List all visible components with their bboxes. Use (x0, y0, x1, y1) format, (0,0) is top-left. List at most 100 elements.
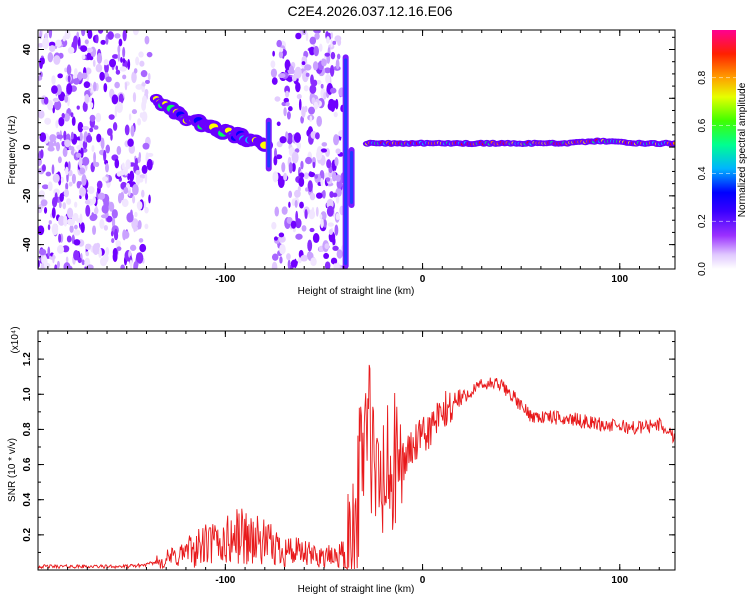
noise-blob (286, 216, 293, 225)
noise-blob (270, 60, 276, 68)
noise-blob (57, 73, 63, 79)
noise-blob (122, 74, 127, 80)
noise-blob (77, 71, 83, 81)
noise-blob (135, 169, 141, 176)
noise-blob (133, 68, 138, 74)
noise-blob (58, 233, 62, 243)
noise-blob (295, 233, 303, 240)
noise-blob (48, 41, 56, 47)
noise-blob (86, 47, 94, 53)
noise-blob (116, 101, 123, 114)
colorbar-ticks: 0.0 0.2 0.4 0.6 0.8 (697, 70, 736, 276)
noise-blob (333, 134, 340, 146)
noise-blob (105, 163, 109, 173)
noise-blob (75, 152, 82, 158)
noise-blob (319, 213, 323, 220)
noise-blob (71, 173, 76, 184)
y-tick-label: 40 (22, 44, 33, 56)
noise-blob (123, 166, 128, 176)
noise-blob (83, 81, 91, 89)
noise-blob (315, 206, 319, 217)
noise-blob (294, 199, 298, 208)
spike-core (350, 151, 354, 205)
noise-blob (134, 211, 138, 218)
noise-blob (298, 98, 302, 111)
noise-blob (299, 201, 304, 209)
noise-blob (67, 75, 71, 83)
noise-blob (276, 121, 281, 127)
noise-blob (66, 198, 72, 205)
noise-blob (298, 177, 305, 187)
noise-blob (281, 101, 287, 107)
noise-blob (89, 127, 94, 133)
noise-blob (286, 111, 291, 120)
noise-blob (333, 111, 338, 118)
noise-blob (107, 31, 114, 40)
noise-blob (332, 245, 339, 251)
noise-blob (301, 225, 307, 232)
noise-blob (325, 177, 331, 182)
noise-blob (330, 51, 336, 60)
noise-blob (127, 138, 134, 147)
noise-blob (294, 258, 297, 269)
noise-blob (309, 36, 317, 45)
noise-blob (52, 253, 55, 264)
noise-blob (112, 251, 118, 263)
noise-blob (47, 52, 54, 63)
noise-blob (128, 113, 132, 121)
noise-blob (288, 106, 293, 112)
noise-blob (116, 145, 122, 155)
noise-blob (321, 58, 327, 67)
noise-blob (331, 171, 337, 182)
noise-blob (304, 208, 308, 220)
noise-blob (96, 133, 102, 143)
spike-core (344, 58, 348, 265)
noise-blob (304, 64, 312, 71)
noise-blob (38, 76, 43, 81)
noise-blob (115, 69, 121, 75)
noise-blob (118, 38, 123, 47)
noise-blob (312, 61, 319, 71)
noise-blob (87, 186, 95, 195)
noise-blob (66, 207, 74, 219)
noise-blob (308, 171, 316, 178)
noise-blob (103, 150, 107, 162)
noise-blob (62, 147, 68, 158)
noise-blob (38, 109, 45, 119)
noise-blob (288, 65, 294, 74)
noise-blob (132, 195, 136, 204)
noise-blob (43, 96, 49, 105)
noise-blob (271, 221, 277, 230)
noise-blob (320, 177, 324, 187)
noise-blob (323, 92, 327, 100)
noise-blob (324, 243, 330, 250)
snr-frame (37, 330, 676, 571)
noise-blob (40, 263, 45, 269)
noise-blob (332, 192, 338, 198)
noise-blob (72, 213, 79, 222)
noise-blob (73, 78, 80, 85)
noise-blob (100, 39, 106, 45)
noise-blob (63, 130, 67, 141)
noise-blob (295, 81, 301, 93)
noise-blob (323, 219, 327, 228)
noise-blob (95, 112, 102, 123)
x-tick-label: 100 (611, 575, 628, 586)
noise-blob (283, 172, 288, 181)
noise-blob (142, 142, 150, 150)
noise-blob (53, 188, 60, 196)
spike-core (267, 121, 271, 168)
noise-blob (64, 166, 69, 176)
noise-blob (69, 225, 74, 233)
noise-blob (312, 79, 318, 87)
noise-blob (79, 167, 86, 175)
noise-blob (49, 45, 56, 52)
x-tick-label: -100 (215, 575, 235, 586)
noise-blob (103, 59, 109, 66)
noise-blob (93, 81, 97, 92)
noise-blob (135, 84, 143, 90)
spectrogram-y-label: Frequency (Hz) (7, 116, 18, 185)
noise-blob (297, 186, 301, 192)
x-tick-label: -100 (215, 274, 235, 285)
noise-blob (285, 101, 290, 107)
